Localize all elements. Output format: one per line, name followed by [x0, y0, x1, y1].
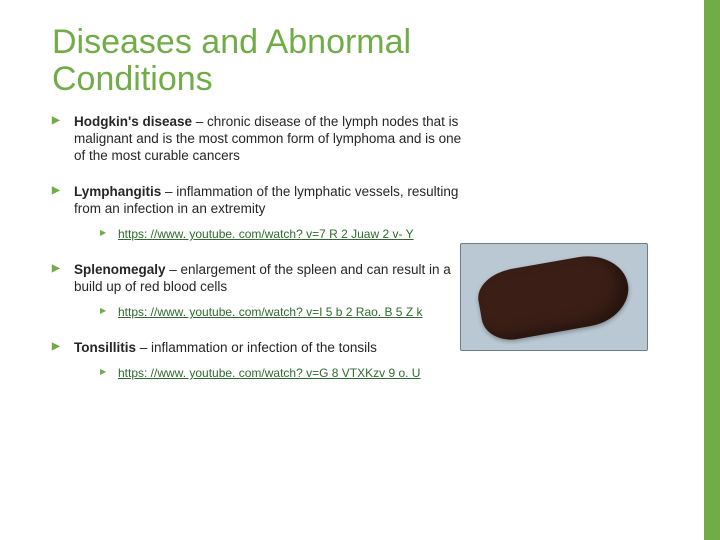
spleen-shape — [474, 249, 634, 344]
list-item: Splenomegaly – enlargement of the spleen… — [52, 261, 472, 321]
list-item: Hodgkin's disease – chronic disease of t… — [52, 113, 472, 165]
sub-list-item: https: //www. youtube. com/watch? v=G 8 … — [100, 366, 472, 382]
page-title: Diseases and Abnormal Conditions — [52, 24, 432, 99]
term: Hodgkin's disease — [74, 114, 192, 129]
sub-list: https: //www. youtube. com/watch? v=I 5 … — [100, 305, 472, 321]
sub-list: https: //www. youtube. com/watch? v=G 8 … — [100, 366, 472, 382]
list-item: Lymphangitis – inflammation of the lymph… — [52, 183, 472, 243]
sub-list-item: https: //www. youtube. com/watch? v=7 R … — [100, 227, 472, 243]
term: Lymphangitis — [74, 184, 161, 199]
youtube-link[interactable]: https: //www. youtube. com/watch? v=I 5 … — [118, 305, 422, 319]
spleen-image — [460, 243, 648, 351]
list-item: Tonsillitis – inflammation or infection … — [52, 339, 472, 382]
slide: Diseases and Abnormal Conditions Hodgkin… — [0, 0, 720, 540]
sub-list: https: //www. youtube. com/watch? v=7 R … — [100, 227, 472, 243]
term: Splenomegaly — [74, 262, 166, 277]
bullet-list: Hodgkin's disease – chronic disease of t… — [52, 113, 472, 382]
sub-list-item: https: //www. youtube. com/watch? v=I 5 … — [100, 305, 472, 321]
youtube-link[interactable]: https: //www. youtube. com/watch? v=7 R … — [118, 227, 414, 241]
term: Tonsillitis — [74, 340, 136, 355]
accent-bar — [704, 0, 720, 540]
definition: – inflammation or infection of the tonsi… — [136, 340, 377, 355]
youtube-link[interactable]: https: //www. youtube. com/watch? v=G 8 … — [118, 366, 420, 380]
content-area: Hodgkin's disease – chronic disease of t… — [52, 113, 696, 382]
